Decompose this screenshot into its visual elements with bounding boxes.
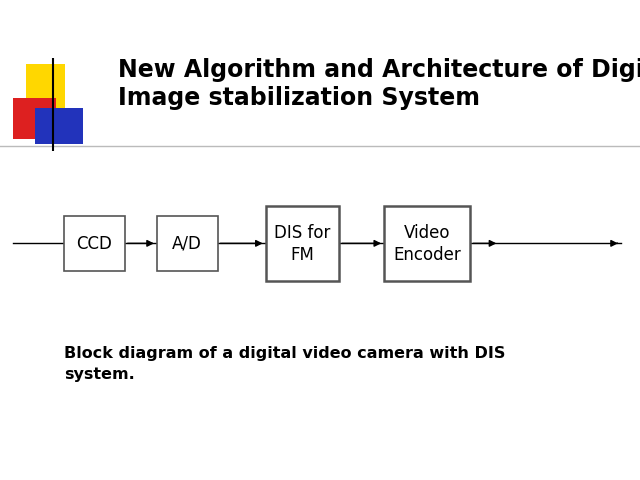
Bar xyxy=(35,108,83,144)
Bar xyxy=(266,206,339,281)
Bar xyxy=(13,98,56,139)
Bar xyxy=(64,216,125,271)
Text: New Algorithm and Architecture of Digital
Image stabilization System: New Algorithm and Architecture of Digita… xyxy=(118,58,640,110)
Text: Block diagram of a digital video camera with DIS
system.: Block diagram of a digital video camera … xyxy=(64,346,506,382)
Text: DIS for
FM: DIS for FM xyxy=(274,224,331,264)
Text: CCD: CCD xyxy=(76,235,113,252)
Bar xyxy=(157,216,218,271)
Text: Video
Encoder: Video Encoder xyxy=(394,224,461,264)
Bar xyxy=(26,64,65,108)
Bar xyxy=(384,206,470,281)
Text: A/D: A/D xyxy=(172,235,202,252)
